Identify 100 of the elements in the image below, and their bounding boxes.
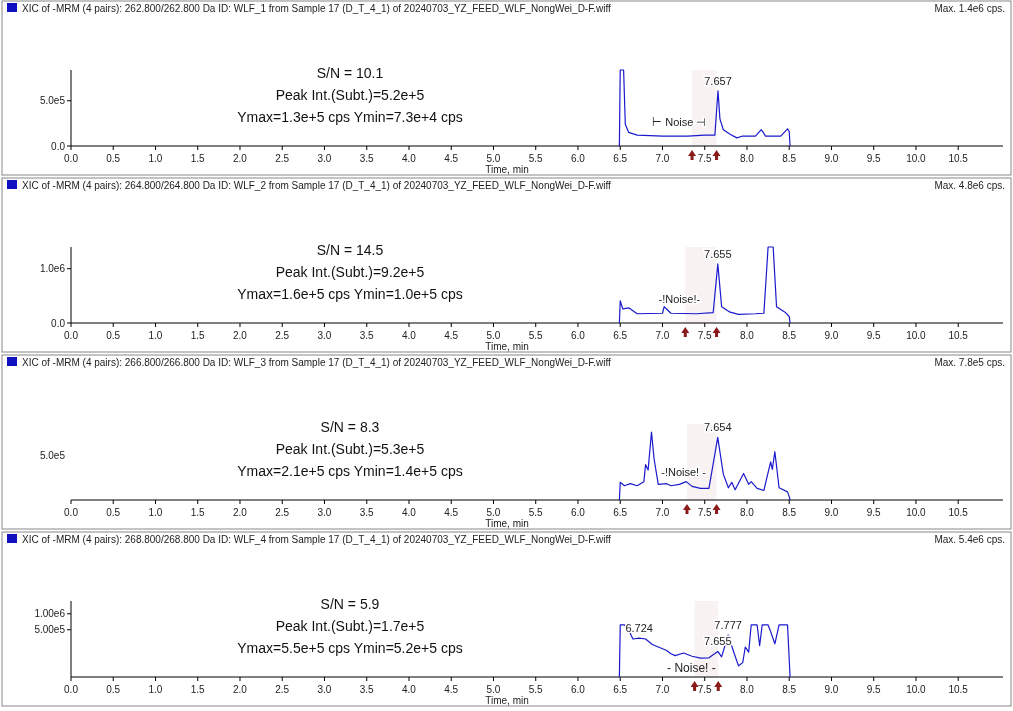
chart-subtitle: Max. 5.4e6 cps. [934,534,1005,545]
x-tick-label: 3.0 [317,507,332,518]
annotation: S/N = 10.1 [316,65,384,81]
x-tick-label: 10.5 [948,330,969,341]
x-tick-label: 7.5 [697,507,713,518]
x-tick-label: 6.0 [571,507,586,518]
annotation: Ymax=1.3e+5 cps Ymin=7.3e+4 cps [237,109,463,125]
x-tick-label: 0.5 [106,684,121,695]
x-tick-label: 6.0 [571,153,586,164]
x-tick-label: 8.0 [740,684,755,695]
x-tick-label: 4.5 [444,330,459,341]
x-tick-label: 0.5 [106,330,121,341]
x-tick-label: 10.0 [906,153,927,164]
x-tick-label: 1.0 [148,684,163,695]
x-tick-label: 4.0 [402,330,417,341]
annotation: 7.655 [704,247,732,260]
x-tick-label: 10.5 [948,507,969,518]
x-tick-label: 2.0 [233,684,248,695]
chart-subtitle: Max. 4.8e6 cps. [934,180,1005,191]
x-tick-label: 9.0 [824,507,839,518]
x-tick-label: 2.0 [233,507,248,518]
x-tick-label: 8.5 [782,507,797,518]
x-tick-label: 1.0 [148,507,163,518]
x-tick-label: 3.5 [359,684,375,695]
x-tick-label: 2.0 [233,153,248,164]
x-tick-label: 6.0 [571,330,586,341]
x-tick-label: 8.0 [740,330,755,341]
annotation: 7.657 [704,74,732,87]
x-tick-label: 8.0 [740,153,755,164]
x-tick-label: 0.0 [64,330,79,341]
annotation: Ymax=2.1e+5 cps Ymin=1.4e+5 cps [237,463,463,479]
x-tick-label: 0.0 [64,153,79,164]
x-tick-label: 5.0 [486,153,501,164]
x-tick-label: 7.0 [655,507,670,518]
annotation: Peak Int.(Subt.)=9.2e+5 [275,264,425,280]
x-tick-label: 5.5 [528,507,544,518]
x-tick-label: 8.5 [782,330,797,341]
x-tick-label: 7.5 [697,684,713,695]
x-tick-label: 8.5 [782,153,797,164]
x-tick-label: 2.5 [275,507,290,518]
x-tick-label: 3.5 [359,153,375,164]
x-tick-label: 6.5 [613,330,628,341]
x-tick-label: 4.0 [402,684,417,695]
x-tick-label: 5.0 [486,684,501,695]
x-tick-label: 10.5 [948,684,969,695]
x-tick-label: 4.0 [402,507,417,518]
annotation: Peak Int.(Subt.)=1.7e+5 [275,618,425,634]
x-tick-label: 9.0 [824,330,839,341]
x-tick-label: 9.5 [866,684,882,695]
x-tick-label: 5.5 [528,153,544,164]
chart-subtitle: Max. 7.8e5 cps. [934,357,1005,368]
x-tick-label: 9.5 [866,507,882,518]
x-tick-label: 6.5 [613,153,628,164]
line-series [618,69,791,147]
chart-title: XIC of -MRM (4 pairs): 262.800/262.800 Da ID: WLF_1 from Sample 17 (D_T_4_1) of 20240703_YZ_FEED_WLF_NongWei_D-F.wiff [22,3,611,14]
y-tick-label: 0.0 [51,317,66,329]
x-tick-label: 10.0 [906,684,927,695]
y-tick-label: 1.00e6 [34,608,66,620]
x-tick-label: 9.0 [824,684,839,695]
x-tick-label: 2.5 [275,153,290,164]
chart-title: XIC of -MRM (4 pairs): 264.800/264.800 Da ID: WLF_2 from Sample 17 (D_T_4_1) of 20240703_YZ_FEED_WLF_NongWei_D-F.wiff [22,180,611,191]
line-series [618,246,791,324]
x-tick-label: 1.5 [190,330,206,341]
x-tick-label: 6.5 [613,507,628,518]
x-tick-label: 4.5 [444,153,459,164]
x-tick-label: 10.0 [906,330,927,341]
annotation: S/N = 8.3 [320,419,380,435]
annotation: -!Noise!- [658,293,701,306]
x-tick-label: 5.5 [528,684,544,695]
x-tick-label: 3.5 [359,330,375,341]
annotation: 7.777 [714,618,742,631]
x-tick-label: 8.0 [740,507,755,518]
x-tick-label: 5.5 [528,330,544,341]
annotation: Ymax=5.5e+5 cps Ymin=5.2e+5 cps [237,640,463,656]
x-tick-label: 7.0 [655,153,670,164]
x-tick-label: 7.0 [655,330,670,341]
chart-title: XIC of -MRM (4 pairs): 266.800/266.800 Da ID: WLF_3 from Sample 17 (D_T_4_1) of 20240703_YZ_FEED_WLF_NongWei_D-F.wiff [22,357,611,368]
annotation: Peak Int.(Subt.)=5.2e+5 [275,87,425,103]
annotation: Peak Int.(Subt.)=5.3e+5 [275,441,425,457]
x-tick-label: 2.5 [275,330,290,341]
x-tick-label: 1.5 [190,507,206,518]
x-tick-label: 10.0 [906,507,927,518]
annotation: 6.724 [625,622,653,635]
x-tick-label: 10.5 [948,153,969,164]
chart-subtitle: Max. 1.4e6 cps. [934,3,1005,14]
x-tick-label: 5.0 [486,330,501,341]
y-tick-label: 5.0e5 [39,95,66,107]
y-tick-label: 5.00e5 [34,624,66,636]
x-tick-label: 4.0 [402,153,417,164]
x-axis-title: Time, min [485,341,529,352]
chart-title: XIC of -MRM (4 pairs): 268.800/268.800 Da ID: WLF_4 from Sample 17 (D_T_4_1) of 20240703_YZ_FEED_WLF_NongWei_D-F.wiff [22,534,611,545]
x-tick-label: 0.5 [106,507,121,518]
x-tick-label: 3.0 [317,330,332,341]
x-tick-label: 8.5 [782,684,797,695]
x-tick-label: 2.5 [275,684,290,695]
annotation: Ymax=1.6e+5 cps Ymin=1.0e+5 cps [237,286,463,302]
x-axis-title: Time, min [485,695,529,706]
annotation: S/N = 14.5 [316,242,384,258]
y-tick-label: 1.0e6 [39,263,66,275]
x-tick-label: 4.5 [444,507,459,518]
